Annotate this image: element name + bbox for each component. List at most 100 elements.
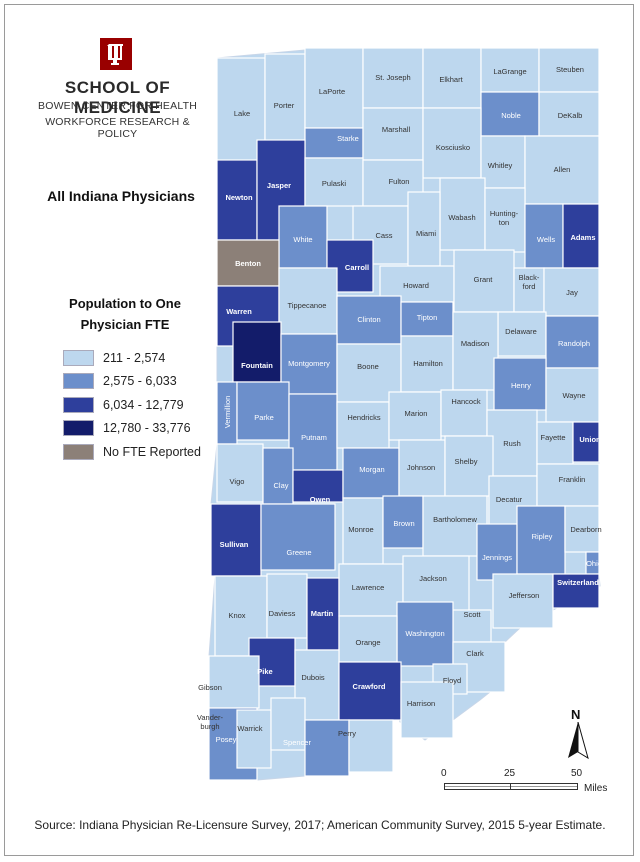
county-noble [480,91,540,137]
county-label: Fulton [389,177,410,186]
county-label: Fountain [241,361,273,370]
county-label: Owen [310,495,331,504]
county-label: Monroe [348,525,373,534]
county-label: Dearborn [570,525,601,534]
county-switzerland [552,573,600,609]
county-martin [306,577,340,651]
county-label: Henry [511,381,531,390]
legend-label: No FTE Reported [103,444,201,459]
county-hendricks [336,401,390,449]
legend-title: Population to One Physician FTE [50,293,200,335]
county-label: Randolph [558,339,590,348]
county-hamilton [400,335,454,393]
county-label: Crawford [353,682,386,691]
county-label: Steuben [556,65,584,74]
county-morgan [342,447,400,499]
county-label: Hunting- [490,209,519,218]
county-owen [292,469,344,503]
county-label: Marshall [382,125,411,134]
county-label: Jennings [482,553,512,562]
scale-bar [444,783,578,790]
county-label: Adams [570,233,595,242]
county-label: Washington [405,629,444,638]
county-union [572,421,600,463]
county-gibson [208,655,260,709]
county-greene [260,503,336,571]
county-label: Noble [501,111,521,120]
legend: 211 - 2,574 2,575 - 6,033 6,034 - 12,779 12… [63,346,201,464]
legend-item: 6,034 - 12,779 [63,393,201,417]
county-label: Wells [537,235,555,244]
county-spencer [304,719,350,777]
legend-swatch [63,349,94,366]
legend-title-line2: Physician FTE [80,317,170,332]
map-title: All Indiana Physicians [47,188,195,204]
county-label: Morgan [359,465,384,474]
county-label: Parke [254,413,274,422]
north-label: N [571,707,581,722]
county-label: Porter [274,101,295,110]
county-dekalb [538,91,600,137]
legend-label: 12,780 - 33,776 [103,421,191,436]
county-putnam [288,393,338,471]
county-label: Switzerland [557,578,599,587]
county-label-line2: burgh [200,722,219,731]
county-label: Wabash [448,213,475,222]
county-label: Putnam [301,433,327,442]
scale-unit: Miles [584,783,608,794]
county-label: Jasper [267,181,291,190]
county-fountain [232,321,282,383]
county-label: Dubois [301,673,325,682]
county-brown [382,495,424,549]
county-steuben [538,47,600,93]
iu-trident-logo-icon [100,38,132,70]
county-label-line2: ford [523,282,536,291]
county-perry [348,719,394,773]
county-rush [486,409,538,477]
county-starke [304,127,364,159]
county-label: Howard [403,281,429,290]
county-label: Shelby [455,457,478,466]
county-newton [216,159,258,241]
county-label: Floyd [443,676,461,685]
county-label: Hamilton [413,359,443,368]
county-label: Pulaski [322,179,347,188]
county-label: Franklin [559,475,586,484]
county-allen [524,135,600,205]
legend-item: No FTE Reported [63,440,201,464]
legend-swatch [63,420,94,437]
county-wabash [439,177,486,251]
county-label: Harrison [407,699,435,708]
county-label: Benton [235,259,261,268]
county-label: Marion [405,409,428,418]
county-label: Posey [216,735,237,744]
county-label: Warrick [237,724,262,733]
county-label: Orange [355,638,380,647]
county-label: Ripley [532,532,553,541]
county-label: Elkhart [439,75,463,84]
county-harrison [400,681,454,739]
legend-item: 12,780 - 33,776 [63,417,201,441]
county-label: LaGrange [493,67,526,76]
county-fayette [536,421,574,465]
county-label: Rush [503,439,521,448]
county-grant [453,249,515,313]
legend-item: 211 - 2,574 [63,346,201,370]
source-note: Source: Indiana Physician Re-Licensure S… [34,818,606,832]
school-name: SCHOOL OF MEDICINE [64,78,171,117]
county-label: Newton [225,193,253,202]
county-label: Greene [286,548,311,557]
county-washington [396,601,454,667]
county-label: Carroll [345,263,369,272]
county-label: Vander- [197,713,224,722]
county-label: Jefferson [509,591,540,600]
county-label: Tippecanoe [288,301,327,310]
county-shelby [444,435,494,497]
county-madison [452,311,499,391]
county-kosciusko [422,107,482,179]
county-label: DeKalb [558,111,583,120]
county-label: Miami [416,229,436,238]
scale-tick-50: 50 [571,768,583,779]
county-label: Daviess [269,609,296,618]
